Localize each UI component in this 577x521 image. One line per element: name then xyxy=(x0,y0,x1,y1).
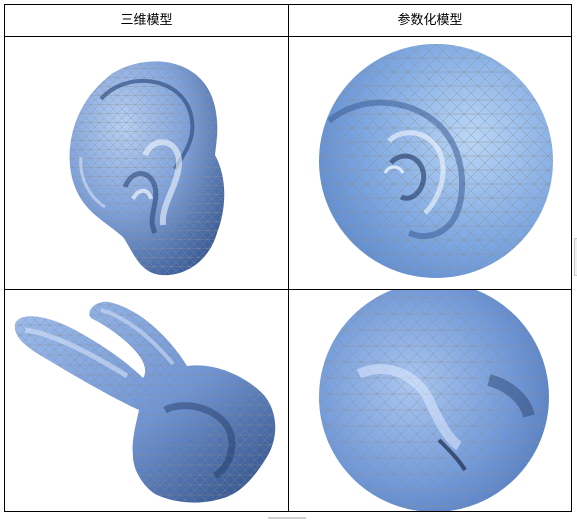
header-3d-model: 三维模型 xyxy=(120,13,173,28)
ear-3d-model-image xyxy=(5,37,288,289)
ear-parameterized-disk-image xyxy=(289,37,571,289)
row-divider xyxy=(5,289,571,290)
bunny-parameterized-disk-image xyxy=(289,290,571,511)
figure-table: 三维模型 参数化模型 xyxy=(4,4,572,512)
bunny-3d-model-image xyxy=(5,290,288,511)
column-divider xyxy=(288,5,289,511)
header-divider xyxy=(5,36,571,37)
page-bottom-marker xyxy=(268,517,306,519)
scroll-marker xyxy=(574,238,577,276)
header-parameterized-model: 参数化模型 xyxy=(397,13,463,28)
